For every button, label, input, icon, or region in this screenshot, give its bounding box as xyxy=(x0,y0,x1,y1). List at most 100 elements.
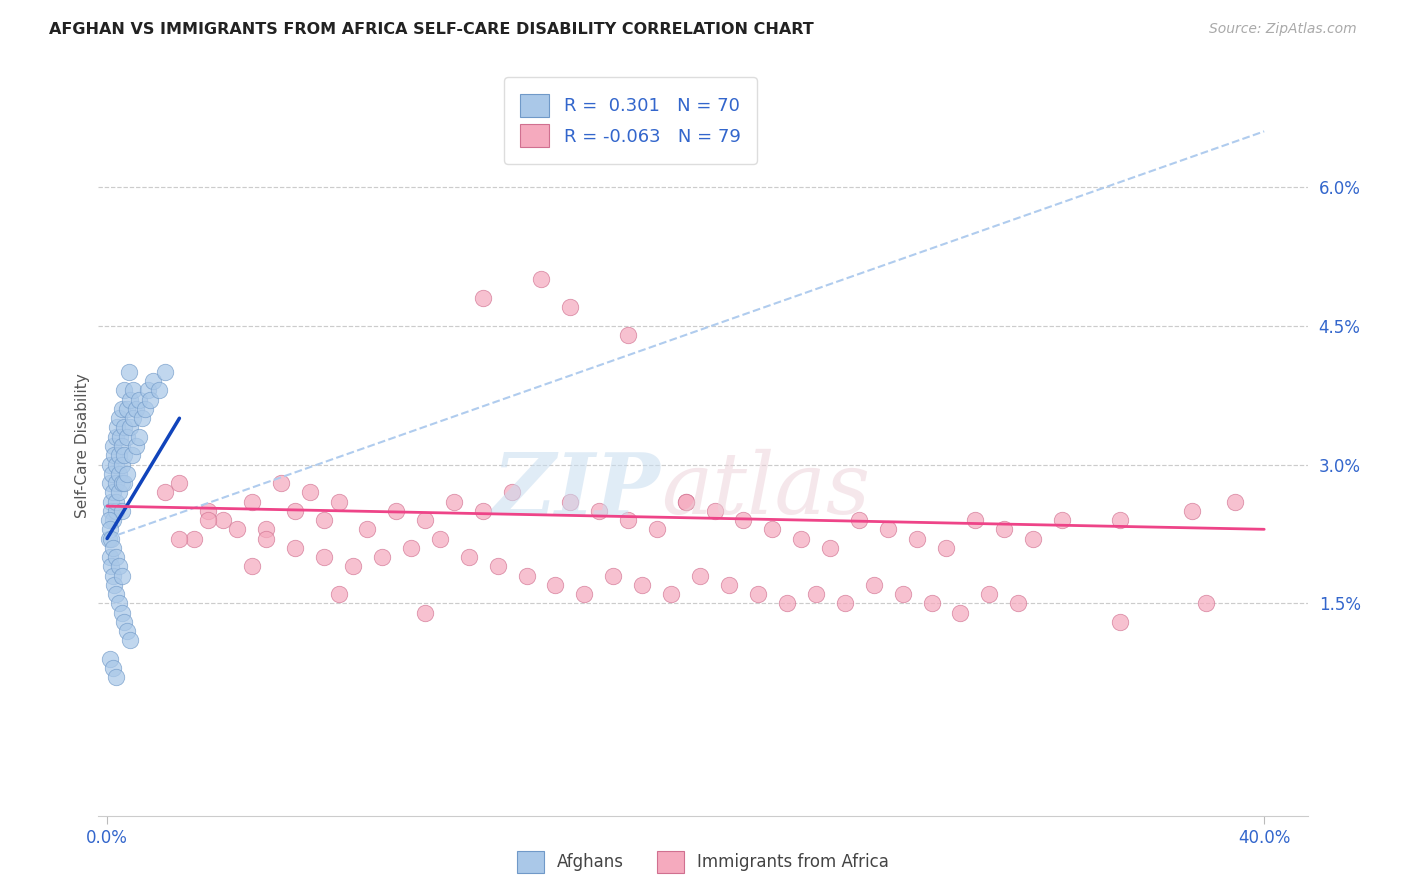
Text: AFGHAN VS IMMIGRANTS FROM AFRICA SELF-CARE DISABILITY CORRELATION CHART: AFGHAN VS IMMIGRANTS FROM AFRICA SELF-CA… xyxy=(49,22,814,37)
Point xyxy=(1108,615,1130,629)
Point xyxy=(631,578,654,592)
Text: Source: ZipAtlas.com: Source: ZipAtlas.com xyxy=(1209,22,1357,37)
Point xyxy=(356,522,378,536)
Point xyxy=(169,475,191,490)
Point xyxy=(486,559,509,574)
Point xyxy=(183,532,205,546)
Point xyxy=(1050,513,1073,527)
Point xyxy=(921,596,943,610)
Point xyxy=(118,365,141,379)
Point xyxy=(703,504,725,518)
Point xyxy=(399,541,422,555)
Point xyxy=(114,475,136,490)
Point xyxy=(254,522,277,536)
Point xyxy=(117,401,139,416)
Point xyxy=(472,504,495,518)
Point xyxy=(114,448,136,462)
Point xyxy=(101,661,124,675)
Point xyxy=(101,439,124,453)
Point xyxy=(270,475,292,490)
Point xyxy=(136,384,159,398)
Point xyxy=(862,578,884,592)
Point xyxy=(122,384,145,398)
Point xyxy=(820,541,842,555)
Point xyxy=(110,568,132,582)
Point xyxy=(675,494,697,508)
Point xyxy=(139,392,162,407)
Point xyxy=(1225,494,1247,508)
Point xyxy=(747,587,769,601)
Point xyxy=(128,392,150,407)
Point xyxy=(100,532,122,546)
Point xyxy=(993,522,1015,536)
Point xyxy=(104,430,127,444)
Point xyxy=(1181,504,1204,518)
Point xyxy=(122,411,145,425)
Point xyxy=(804,587,827,601)
Point xyxy=(125,401,148,416)
Point xyxy=(142,374,165,388)
Point xyxy=(240,559,263,574)
Point xyxy=(101,541,124,555)
Point xyxy=(905,532,928,546)
Point xyxy=(125,439,148,453)
Legend: Afghans, Immigrants from Africa: Afghans, Immigrants from Africa xyxy=(510,845,896,880)
Point xyxy=(104,475,127,490)
Point xyxy=(761,522,783,536)
Point xyxy=(834,596,856,610)
Point xyxy=(413,513,436,527)
Point xyxy=(429,532,451,546)
Point xyxy=(949,606,972,620)
Point xyxy=(104,670,127,684)
Point xyxy=(107,448,129,462)
Point xyxy=(254,532,277,546)
Point xyxy=(104,504,127,518)
Point xyxy=(114,420,136,434)
Point xyxy=(110,458,132,472)
Point xyxy=(97,513,120,527)
Point xyxy=(98,522,121,536)
Point xyxy=(342,559,364,574)
Point xyxy=(574,587,596,601)
Point xyxy=(108,430,131,444)
Point xyxy=(1108,513,1130,527)
Point xyxy=(104,587,127,601)
Point xyxy=(733,513,755,527)
Point xyxy=(128,430,150,444)
Point xyxy=(100,559,122,574)
Point xyxy=(284,504,307,518)
Point xyxy=(675,494,697,508)
Point xyxy=(197,504,219,518)
Point xyxy=(979,587,1001,601)
Point xyxy=(501,485,523,500)
Point xyxy=(963,513,986,527)
Point xyxy=(544,578,567,592)
Point xyxy=(98,458,121,472)
Point xyxy=(131,411,153,425)
Point xyxy=(148,384,170,398)
Point xyxy=(776,596,799,610)
Point xyxy=(413,606,436,620)
Point xyxy=(103,578,125,592)
Point xyxy=(117,467,139,481)
Point xyxy=(105,494,128,508)
Point xyxy=(103,513,125,527)
Point xyxy=(226,522,249,536)
Point xyxy=(312,549,335,564)
Point xyxy=(105,420,128,434)
Point xyxy=(197,513,219,527)
Point xyxy=(153,365,176,379)
Point xyxy=(1022,532,1045,546)
Point xyxy=(101,467,124,481)
Point xyxy=(1195,596,1218,610)
Point xyxy=(114,615,136,629)
Point xyxy=(120,633,142,648)
Point xyxy=(443,494,465,508)
Point xyxy=(328,494,350,508)
Point xyxy=(472,291,495,305)
Point xyxy=(211,513,233,527)
Point xyxy=(935,541,957,555)
Point xyxy=(298,485,321,500)
Point xyxy=(588,504,610,518)
Point xyxy=(558,494,581,508)
